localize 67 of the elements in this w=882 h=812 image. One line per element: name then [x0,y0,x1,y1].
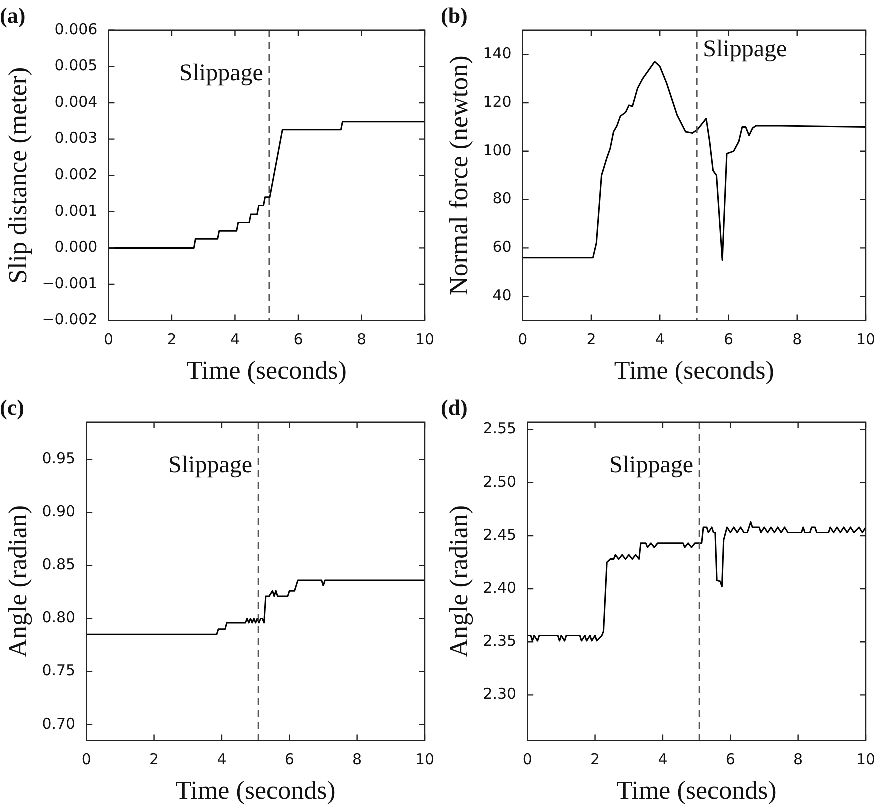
y-tick-label: 2.45 [483,526,517,544]
y-tick-label: 0.004 [54,92,98,111]
y-tick-label: 2.50 [483,472,517,491]
x-tick-label: 8 [792,330,802,349]
y-axis-title: Angle (radian) [3,505,32,658]
y-tick-label: 60 [492,238,512,256]
x-tick-label: 2 [167,330,177,349]
chart-title: (d) [441,394,468,420]
y-tick-label: 2.30 [483,685,517,704]
x-tick-label: 8 [352,750,362,769]
y-tick-label: 0.70 [42,714,76,733]
y-tick-label: −0.002 [42,310,98,329]
x-tick-label: 4 [658,750,668,769]
chart-title: (b) [441,2,468,28]
y-tick-label: 0.005 [54,56,98,75]
y-tick-label: 2.35 [483,632,517,650]
x-tick-label: 0 [518,330,528,349]
x-axis-title: Time (seconds) [614,356,774,386]
y-tick-label: 0.002 [54,165,98,184]
y-tick-label: 140 [483,44,512,62]
x-tick-label: 8 [356,330,367,349]
y-tick-label: 0.003 [54,129,98,148]
x-tick-label: 10 [415,750,435,769]
y-axis-title: Slip distance (meter) [3,67,32,284]
y-tick-label: 120 [483,92,512,111]
x-tick-label: 10 [415,330,435,349]
y-axis-title: Normal force (newton) [444,56,474,296]
ref-line-label: Slippage [703,36,788,63]
x-tick-label: 0 [522,750,532,769]
x-axis-title: Time (seconds) [176,776,336,806]
chart-title: (a) [0,2,26,28]
y-tick-label: 40 [492,286,512,304]
x-tick-label: 4 [655,330,665,349]
y-tick-label: 0.95 [42,449,76,468]
x-tick-label: 0 [104,330,114,349]
chart-title: (c) [0,394,24,420]
ref-line-label: Slippage [610,452,694,479]
y-tick-label: 2.55 [483,420,517,438]
x-tick-label: 6 [726,750,736,769]
y-tick-label: 80 [492,190,512,208]
x-tick-label: 6 [294,330,304,349]
x-tick-label: 2 [590,750,600,769]
x-tick-label: 6 [724,330,734,349]
x-tick-label: 6 [284,750,294,769]
x-tick-label: 10 [856,750,876,769]
y-tick-label: 0.000 [54,238,98,256]
y-tick-label: 0.001 [54,202,98,220]
x-tick-label: 10 [856,330,876,349]
x-axis-title: Time (seconds) [616,776,777,806]
x-axis-title: Time (seconds) [186,356,347,386]
x-tick-label: 4 [230,330,240,349]
x-tick-label: 2 [586,330,596,349]
x-tick-label: 0 [82,750,92,769]
y-tick-label: −0.001 [42,274,98,292]
y-tick-label: 100 [483,141,512,160]
x-tick-label: 4 [217,750,227,769]
y-tick-label: 0.80 [42,608,76,627]
y-tick-label: 2.40 [483,578,517,597]
y-tick-label: 0.006 [54,20,98,38]
y-tick-label: 0.75 [42,662,76,680]
y-axis-title: Angle (radian) [444,505,474,658]
x-tick-label: 2 [150,750,160,769]
ref-line-label: Slippage [168,452,253,479]
x-tick-label: 8 [794,750,804,769]
y-tick-label: 0.85 [42,556,76,574]
ref-line-label: Slippage [179,60,264,87]
y-tick-label: 0.90 [42,502,76,521]
